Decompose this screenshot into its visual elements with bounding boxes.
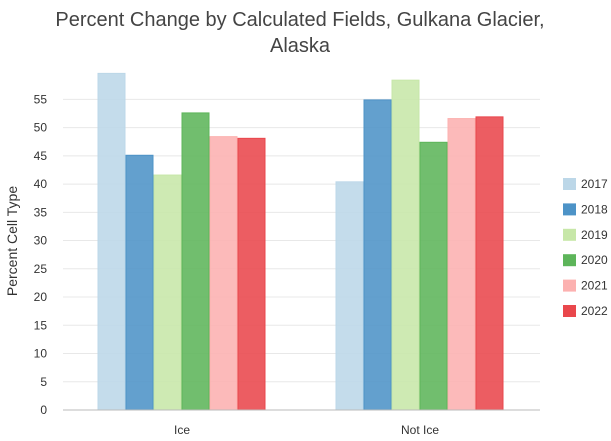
bar-2021-ice[interactable]	[209, 136, 238, 411]
legend-swatch	[563, 203, 576, 216]
y-tick-label: 10	[34, 347, 48, 361]
bar-2022-ice[interactable]	[237, 137, 266, 411]
legend-swatch	[563, 178, 576, 190]
y-tick-label: 25	[34, 262, 48, 276]
legend-swatch	[563, 279, 576, 292]
y-axis-ticks: 0 5 10 15 20 25 30 35 40 45 50 55	[34, 92, 48, 417]
legend-item-2018[interactable]: 2018	[563, 202, 608, 216]
bar-2020-ice[interactable]	[181, 112, 210, 411]
y-tick-label: 20	[34, 290, 48, 304]
bar-2021-not-ice[interactable]	[447, 118, 476, 411]
chart-title-line-1: Percent Change by Calculated Fields, Gul…	[55, 9, 544, 31]
x-tick-label: Ice	[174, 423, 190, 437]
y-tick-label: 15	[34, 318, 48, 332]
chart-title-line-2: Alaska	[270, 35, 331, 57]
legend-item-2019[interactable]: 2019	[563, 228, 608, 242]
legend-label: 2019	[581, 228, 608, 242]
x-axis-ticks: Ice Not Ice	[174, 423, 439, 437]
y-tick-label: 0	[40, 403, 47, 417]
bar-2017-not-ice[interactable]	[335, 181, 364, 411]
legend-label: 2018	[581, 202, 608, 216]
bar-2018-ice[interactable]	[125, 154, 154, 411]
x-tick-label: Not Ice	[401, 423, 439, 437]
legend-item-2017[interactable]: 2017	[563, 177, 608, 191]
legend-item-2020[interactable]: 2020	[563, 253, 608, 267]
bar-2019-not-ice[interactable]	[391, 79, 420, 411]
y-tick-label: 35	[34, 205, 48, 219]
legend: 2017 2018 2019 2020 2021 2022	[563, 177, 608, 318]
y-tick-label: 45	[34, 149, 48, 163]
bar-2017-ice[interactable]	[97, 72, 126, 411]
legend-swatch	[563, 228, 576, 241]
legend-label: 2020	[581, 253, 608, 267]
bar-2019-ice[interactable]	[153, 174, 182, 411]
y-axis-label: Percent Cell Type	[4, 186, 20, 296]
bars	[97, 72, 504, 411]
y-tick-label: 50	[34, 121, 48, 135]
legend-label: 2022	[581, 304, 608, 318]
bar-2022-not-ice[interactable]	[475, 116, 504, 411]
y-tick-label: 5	[40, 375, 47, 389]
bar-2020-not-ice[interactable]	[419, 141, 448, 411]
legend-swatch	[563, 305, 576, 317]
legend-item-2022[interactable]: 2022	[563, 304, 608, 318]
legend-label: 2017	[581, 177, 608, 191]
legend-item-2021[interactable]: 2021	[563, 279, 608, 293]
y-tick-label: 30	[34, 234, 48, 248]
y-tick-label: 55	[34, 92, 48, 106]
y-tick-label: 40	[34, 177, 48, 191]
bar-2018-not-ice[interactable]	[363, 99, 392, 411]
legend-label: 2021	[581, 279, 608, 293]
legend-swatch	[563, 254, 576, 267]
